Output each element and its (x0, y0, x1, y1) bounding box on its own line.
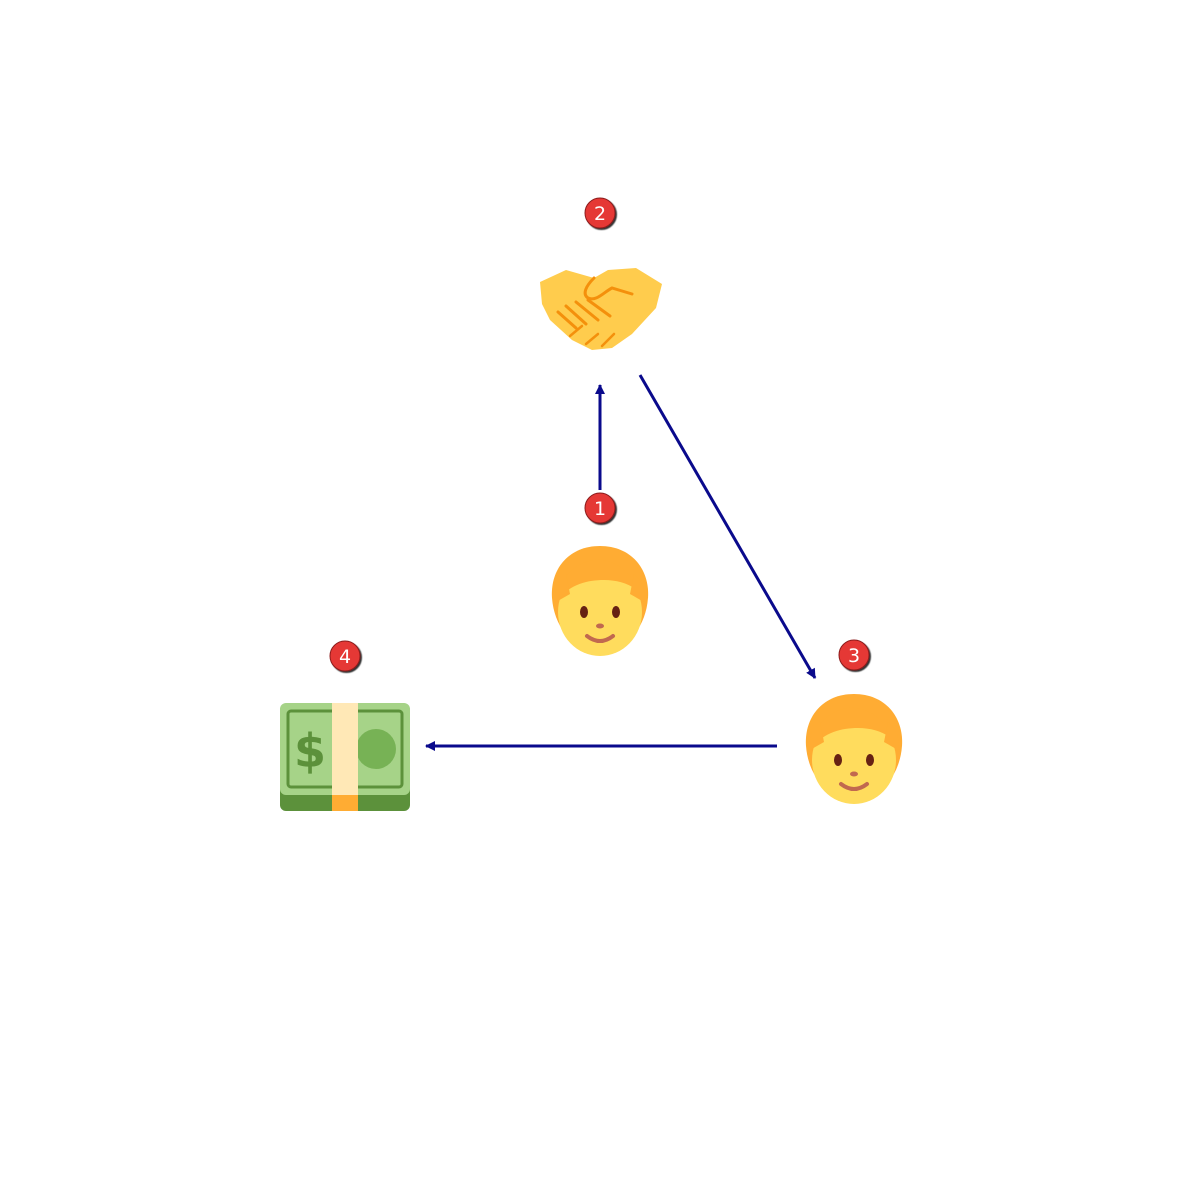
step-badge-label: 4 (339, 646, 351, 668)
step-badge-2 (584, 197, 616, 229)
step-badge-label: 2 (594, 203, 606, 225)
step-badge-1 (584, 492, 616, 524)
person-icon (803, 692, 905, 806)
node-person-3: 3 (803, 639, 905, 806)
node-handshake: 2 (538, 197, 664, 352)
step-badge-label: 3 (848, 645, 860, 667)
person-icon (549, 544, 651, 658)
node-money: 4 (280, 640, 410, 811)
node-person-1: 1 (549, 492, 651, 658)
handshake-icon (538, 266, 664, 352)
step-badge-3 (838, 639, 870, 671)
step-badge-4 (329, 640, 361, 672)
arrow-handshake-to-person3 (638, 374, 817, 679)
step-badge-label: 1 (594, 498, 606, 520)
money-bundle-icon (280, 703, 410, 811)
